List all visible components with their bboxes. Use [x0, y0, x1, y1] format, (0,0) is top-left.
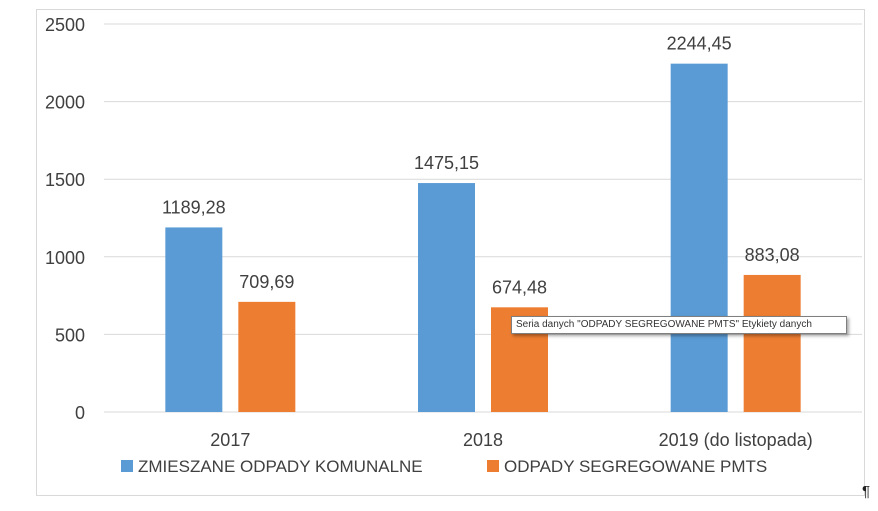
- x-tick-label: 2019 (do listopada): [659, 430, 813, 450]
- data-label-tooltip: Seria danych "ODPADY SEGREGOWANE PMTS" E…: [511, 316, 847, 334]
- y-tick-label: 0: [75, 403, 85, 423]
- y-tick-label: 2500: [45, 15, 85, 35]
- bars: [165, 64, 800, 412]
- y-tick-label: 1000: [45, 248, 85, 268]
- bar: [418, 183, 475, 412]
- x-tick-label: 2017: [210, 430, 250, 450]
- bar: [238, 302, 295, 412]
- data-label: 674,48: [492, 277, 547, 297]
- legend-swatch: [121, 460, 133, 472]
- data-label: 1475,15: [414, 153, 479, 173]
- x-axis-ticks: 2017 2018 2019 (do listopada): [210, 430, 812, 450]
- paragraph-mark: ¶: [862, 483, 870, 500]
- data-label: 2244,45: [667, 34, 732, 54]
- data-label: 1189,28: [162, 197, 226, 217]
- y-tick-label: 500: [55, 325, 85, 345]
- data-label: 709,69: [239, 272, 294, 292]
- y-tick-label: 2000: [45, 93, 85, 113]
- y-axis-ticks: 0 500 1000 1500 2000 2500: [45, 15, 85, 423]
- bar: [671, 64, 728, 412]
- y-tick-label: 1500: [45, 170, 85, 190]
- data-label: 883,08: [745, 245, 800, 265]
- bar: [165, 227, 222, 412]
- legend-swatch: [487, 460, 499, 472]
- legend: ZMIESZANE ODPADY KOMUNALNE ODPADY SEGREGO…: [121, 457, 767, 476]
- legend-label: ZMIESZANE ODPADY KOMUNALNE: [138, 457, 423, 476]
- legend-label: ODPADY SEGREGOWANE PMTS: [504, 457, 767, 476]
- x-tick-label: 2018: [463, 430, 503, 450]
- bar: [744, 275, 801, 412]
